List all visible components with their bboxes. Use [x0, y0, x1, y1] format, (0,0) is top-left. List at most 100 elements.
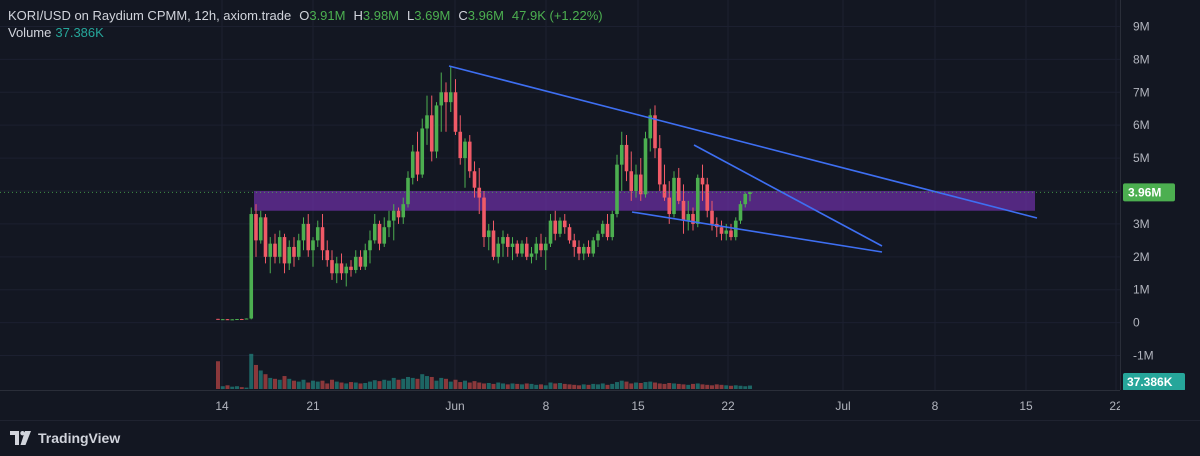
volume-bar: [429, 376, 434, 389]
volume-bar: [434, 380, 439, 389]
candle-body: [553, 220, 558, 234]
time-tick-label: 22: [1109, 399, 1120, 413]
candle-body: [676, 177, 681, 201]
open-key: O: [299, 8, 310, 23]
price-tick-label: 5M: [1133, 151, 1150, 165]
volume-bar: [306, 382, 311, 389]
candle-body: [439, 92, 444, 106]
volume-bar: [330, 379, 334, 389]
volume-bar: [368, 381, 372, 389]
price-tick-label: 1M: [1133, 283, 1150, 297]
volume-bar: [505, 384, 510, 389]
candle-body: [325, 250, 330, 261]
volume-bar: [577, 385, 581, 389]
volume-bar: [358, 383, 363, 389]
volume-bar: [239, 387, 244, 389]
candle-body: [410, 151, 415, 178]
volume-bar: [216, 361, 220, 389]
volume-bar: [334, 381, 339, 389]
time-tick-label: 15: [631, 399, 645, 413]
candle-body: [391, 210, 396, 221]
volume-bar: [268, 377, 273, 389]
volume-bar: [643, 382, 648, 389]
time-tick-label: 22: [721, 399, 735, 413]
current-price-text: 3.96M: [1128, 185, 1161, 199]
candle-body: [748, 192, 752, 194]
candle-body: [558, 220, 562, 234]
candle-body: [448, 92, 453, 103]
volume-bar: [425, 376, 429, 389]
volume-bar: [296, 381, 301, 389]
candle-body: [520, 243, 524, 254]
volume-bar: [596, 384, 600, 389]
candle-body: [306, 223, 311, 251]
price-tick-label: -1M: [1133, 349, 1154, 363]
volume-bar: [515, 383, 520, 389]
volume-bar: [691, 383, 695, 389]
candle-body: [667, 197, 672, 215]
price-axis[interactable]: 9M 8M 7M 6M 5M 3M 2M 1M 0 -1M 3.96M 37.386K: [1120, 0, 1200, 391]
volume-bar: [724, 385, 729, 389]
volume-bar: [743, 386, 748, 389]
candle-body: [282, 237, 287, 264]
candle-body: [230, 319, 235, 321]
candle-body: [672, 177, 676, 215]
volume-bar: [543, 385, 548, 389]
volume-bar: [439, 377, 444, 389]
candle-body: [581, 246, 586, 254]
volume-bar: [729, 385, 733, 389]
volume-label[interactable]: Volume: [8, 25, 52, 40]
chart-canvas[interactable]: [0, 0, 1120, 390]
time-tick-label: 14: [215, 399, 229, 413]
price-tick-label: 3M: [1133, 217, 1150, 231]
volume-bar: [220, 386, 225, 389]
volume-bar: [558, 382, 562, 389]
candle-body: [629, 171, 634, 191]
candle-body: [624, 144, 629, 172]
low-key: L: [407, 8, 415, 23]
trendlines: [448, 65, 1038, 253]
volume-bar: [249, 353, 254, 389]
price-tick-label: 6M: [1133, 118, 1150, 132]
candle-body: [534, 243, 539, 254]
candle-body: [406, 177, 410, 205]
candle-body: [249, 214, 254, 319]
close-value: 3.96M: [467, 8, 504, 23]
price-tick-label: 9M: [1133, 19, 1150, 33]
candle-body: [334, 263, 339, 274]
volume-bar: [420, 374, 425, 389]
candle-body: [710, 210, 714, 224]
candle-body: [529, 253, 534, 257]
volume-bar: [406, 376, 410, 389]
candle-body: [653, 115, 657, 149]
symbol-title[interactable]: KORI/USD on Raydium CPMM, 12h, axiom.tra…: [8, 8, 292, 23]
tradingview-logo[interactable]: TradingView: [10, 430, 120, 446]
time-tick-label: 15: [1019, 399, 1033, 413]
legend-symbol-row: KORI/USD on Raydium CPMM, 12h, axiom.tra…: [8, 7, 603, 24]
candle-body: [254, 214, 258, 241]
volume-bar: [372, 380, 377, 389]
volume-bar: [510, 383, 515, 389]
volume-bar: [653, 382, 657, 389]
candlestick-chart[interactable]: [0, 0, 1120, 390]
volume-bar: [605, 384, 610, 389]
candle-body: [263, 217, 268, 257]
legend-volume-row: Volume 37.386K: [8, 24, 603, 41]
volume-bar: [662, 383, 667, 389]
volume-bar: [477, 382, 482, 389]
wedge-upper-line: [693, 144, 883, 247]
candle-body: [491, 230, 496, 257]
time-axis[interactable]: 14 21 Jun 8 15 22 Jul 8 15 22: [0, 390, 1123, 421]
volume-bar: [562, 383, 567, 389]
candle-body: [382, 227, 387, 244]
volume-bar: [444, 378, 448, 389]
volume-bar: [539, 384, 543, 389]
candle-body: [258, 217, 263, 241]
candle-body: [429, 115, 434, 152]
volume-bar: [586, 384, 591, 389]
candle-body: [301, 223, 306, 241]
volume-bar: [401, 378, 406, 389]
current-volume-text: 37.386K: [1127, 375, 1173, 389]
volume-bar: [501, 383, 505, 389]
candle-body: [349, 266, 353, 270]
